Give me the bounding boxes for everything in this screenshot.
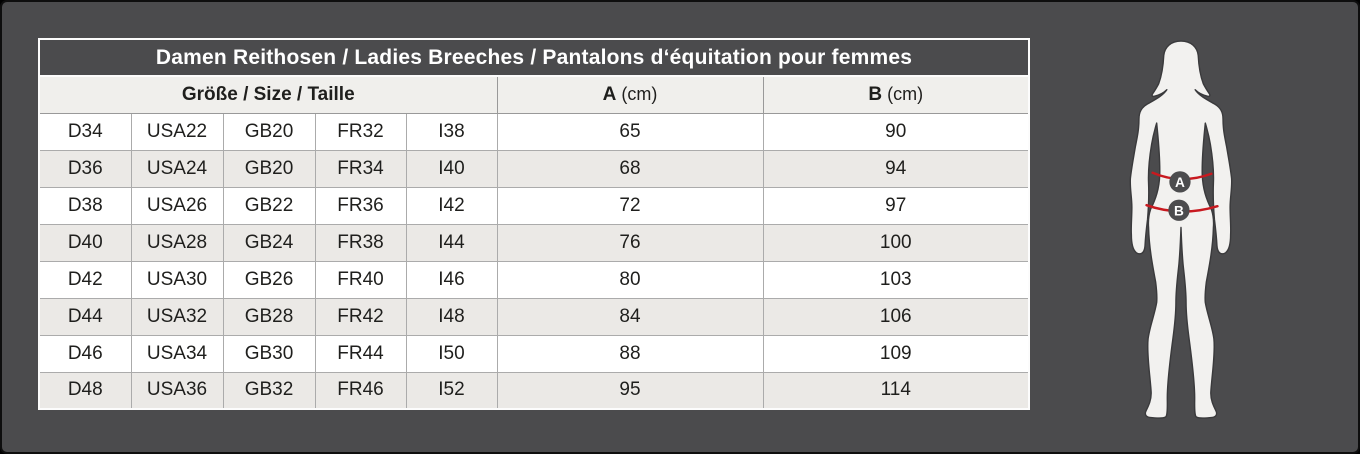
table-title: Damen Reithosen / Ladies Breeches / Pant… bbox=[39, 39, 1029, 77]
cell-d: D36 bbox=[38, 149, 132, 188]
cell-i: I40 bbox=[405, 149, 498, 188]
size-chart-table: Damen Reithosen / Ladies Breeches / Pant… bbox=[38, 38, 1030, 410]
cell-usa: USA22 bbox=[130, 112, 224, 151]
cell-b: 103 bbox=[762, 260, 1030, 299]
cell-gb: GB26 bbox=[222, 260, 316, 299]
cell-b: 109 bbox=[762, 334, 1030, 373]
cell-gb: GB20 bbox=[222, 112, 316, 151]
cell-d: D48 bbox=[38, 371, 132, 410]
table-row: D38 USA26 GB22 FR36 I42 72 97 bbox=[38, 186, 1030, 225]
cell-fr: FR40 bbox=[314, 260, 407, 299]
cell-i: I48 bbox=[405, 297, 498, 336]
cell-fr: FR36 bbox=[314, 186, 407, 225]
size-header: Größe / Size / Taille bbox=[38, 76, 498, 114]
cell-a: 76 bbox=[496, 223, 764, 262]
title-row: Damen Reithosen / Ladies Breeches / Pant… bbox=[39, 39, 1029, 77]
marker-a-label: A bbox=[1175, 175, 1185, 190]
cell-gb: GB22 bbox=[222, 186, 316, 225]
cell-fr: FR34 bbox=[314, 149, 407, 188]
cell-usa: USA26 bbox=[130, 186, 224, 225]
table-row: D48 USA36 GB32 FR46 I52 95 114 bbox=[38, 371, 1030, 410]
cell-a: 65 bbox=[496, 112, 764, 151]
cell-usa: USA36 bbox=[130, 371, 224, 410]
table-row: D44 USA32 GB28 FR42 I48 84 106 bbox=[38, 297, 1030, 336]
cell-a: 88 bbox=[496, 334, 764, 373]
table-row: D40 USA28 GB24 FR38 I44 76 100 bbox=[38, 223, 1030, 262]
cell-d: D34 bbox=[38, 112, 132, 151]
cell-d: D46 bbox=[38, 334, 132, 373]
measurement-a-unit: (cm) bbox=[621, 83, 658, 104]
cell-gb: GB32 bbox=[222, 371, 316, 410]
woman-silhouette-svg: A B bbox=[1129, 40, 1233, 419]
cell-usa: USA28 bbox=[130, 223, 224, 262]
cell-i: I44 bbox=[405, 223, 498, 262]
table-row: D42 USA30 GB26 FR40 I46 80 103 bbox=[38, 260, 1030, 299]
cell-fr: FR42 bbox=[314, 297, 407, 336]
cell-gb: GB28 bbox=[222, 297, 316, 336]
measurement-b-header: B (cm) bbox=[762, 76, 1030, 114]
cell-fr: FR38 bbox=[314, 223, 407, 262]
cell-a: 68 bbox=[496, 149, 764, 188]
cell-usa: USA24 bbox=[130, 149, 224, 188]
cell-gb: GB24 bbox=[222, 223, 316, 262]
cell-i: I50 bbox=[405, 334, 498, 373]
cell-a: 95 bbox=[496, 371, 764, 410]
cell-a: 80 bbox=[496, 260, 764, 299]
cell-gb: GB20 bbox=[222, 149, 316, 188]
cell-b: 94 bbox=[762, 149, 1030, 188]
cell-d: D42 bbox=[38, 260, 132, 299]
cell-b: 90 bbox=[762, 112, 1030, 151]
header-row: Größe / Size / Taille A (cm) B (cm) bbox=[38, 76, 1030, 114]
table-row: D46 USA34 GB30 FR44 I50 88 109 bbox=[38, 334, 1030, 373]
cell-i: I46 bbox=[405, 260, 498, 299]
marker-b-badge bbox=[1168, 199, 1190, 221]
cell-d: D38 bbox=[38, 186, 132, 225]
cell-fr: FR46 bbox=[314, 371, 407, 410]
cell-a: 72 bbox=[496, 186, 764, 225]
cell-usa: USA30 bbox=[130, 260, 224, 299]
cell-b: 97 bbox=[762, 186, 1030, 225]
measurement-a-letter: A bbox=[602, 83, 617, 105]
measurement-b-letter: B bbox=[868, 83, 883, 105]
cell-fr: FR32 bbox=[314, 112, 407, 151]
cell-b: 106 bbox=[762, 297, 1030, 336]
measurement-figure: A B bbox=[1125, 35, 1239, 425]
cell-gb: GB30 bbox=[222, 334, 316, 373]
cell-d: D44 bbox=[38, 297, 132, 336]
measurement-b-unit: (cm) bbox=[887, 83, 924, 104]
woman-silhouette bbox=[1129, 40, 1233, 419]
cell-b: 100 bbox=[762, 223, 1030, 262]
cell-usa: USA34 bbox=[130, 334, 224, 373]
cell-d: D40 bbox=[38, 223, 132, 262]
table-row: D36 USA24 GB20 FR34 I40 68 94 bbox=[38, 149, 1030, 188]
cell-i: I42 bbox=[405, 186, 498, 225]
marker-a-badge bbox=[1169, 171, 1191, 193]
cell-fr: FR44 bbox=[314, 334, 407, 373]
measurement-a-header: A (cm) bbox=[496, 76, 764, 114]
cell-i: I38 bbox=[405, 112, 498, 151]
cell-usa: USA32 bbox=[130, 297, 224, 336]
table-row: D34 USA22 GB20 FR32 I38 65 90 bbox=[38, 112, 1030, 151]
cell-i: I52 bbox=[405, 371, 498, 410]
cell-b: 114 bbox=[762, 371, 1030, 410]
marker-b-label: B bbox=[1174, 203, 1184, 218]
cell-a: 84 bbox=[496, 297, 764, 336]
